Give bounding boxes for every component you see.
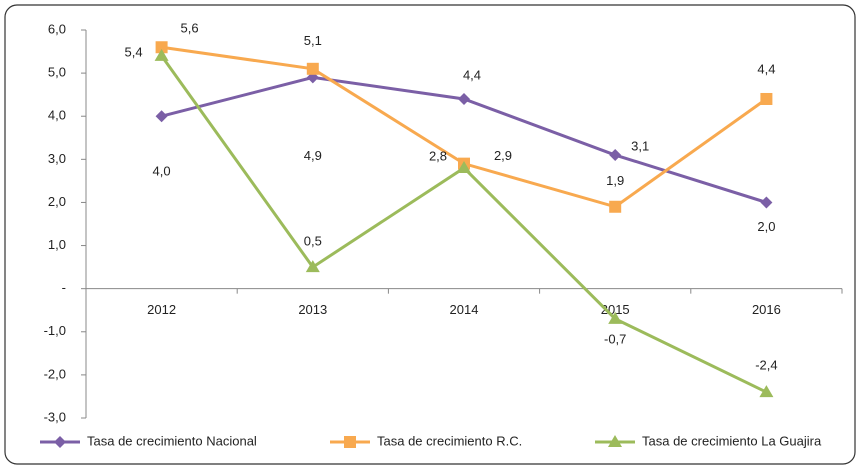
point-marker — [306, 62, 319, 75]
data-label: 2,8 — [429, 148, 447, 163]
point-marker — [457, 160, 471, 173]
y-tick-label: 2,0 — [48, 194, 66, 209]
data-label: -0,7 — [604, 331, 626, 346]
legend-label: Tasa de crecimiento R.C. — [377, 433, 522, 448]
y-tick-label: 3,0 — [48, 151, 66, 166]
data-label: 5,6 — [181, 21, 199, 36]
y-tick-label: 6,0 — [48, 21, 66, 36]
legend-label: Tasa de crecimiento Nacional — [87, 433, 257, 448]
legend-marker — [54, 436, 66, 448]
y-tick-label: -3,0 — [44, 409, 66, 424]
data-label: 4,4 — [463, 67, 481, 82]
data-label: 1,9 — [606, 173, 624, 188]
point-marker — [458, 92, 470, 105]
point-marker — [305, 260, 320, 273]
x-tick-label: 2013 — [298, 302, 327, 317]
point-marker — [760, 196, 773, 209]
point-marker — [154, 48, 169, 61]
data-label: 0,5 — [304, 234, 322, 249]
data-label: 5,1 — [304, 33, 322, 48]
y-tick-label: 4,0 — [48, 108, 66, 123]
x-tick-label: 2014 — [450, 302, 479, 317]
data-label: 2,9 — [494, 148, 512, 163]
y-tick-label: - — [62, 280, 66, 295]
data-label: 2,0 — [757, 219, 775, 234]
point-marker — [155, 110, 168, 123]
point-marker — [759, 385, 774, 398]
x-tick-label: 2012 — [147, 302, 176, 317]
y-tick-label: 5,0 — [48, 65, 66, 80]
legend-marker — [608, 435, 622, 447]
chart-border — [4, 4, 856, 465]
y-tick-label: -2,0 — [44, 366, 66, 381]
y-tick-label: 1,0 — [48, 237, 66, 252]
point-marker — [155, 41, 168, 54]
legend-label: Tasa de crecimiento La Guajira — [642, 433, 822, 448]
y-tick-label: -1,0 — [44, 323, 66, 338]
legend-marker — [344, 436, 356, 448]
point-marker — [608, 311, 623, 324]
data-label: 3,1 — [631, 138, 649, 153]
x-tick-label: 2016 — [752, 302, 781, 317]
data-label: 4,9 — [304, 148, 322, 163]
point-marker — [609, 200, 622, 213]
point-marker — [609, 149, 622, 162]
data-label: -2,4 — [755, 358, 777, 373]
data-label: 5,4 — [125, 44, 143, 59]
point-marker — [760, 92, 773, 105]
data-label: 4,0 — [153, 164, 171, 179]
data-label: 4,4 — [757, 61, 775, 76]
